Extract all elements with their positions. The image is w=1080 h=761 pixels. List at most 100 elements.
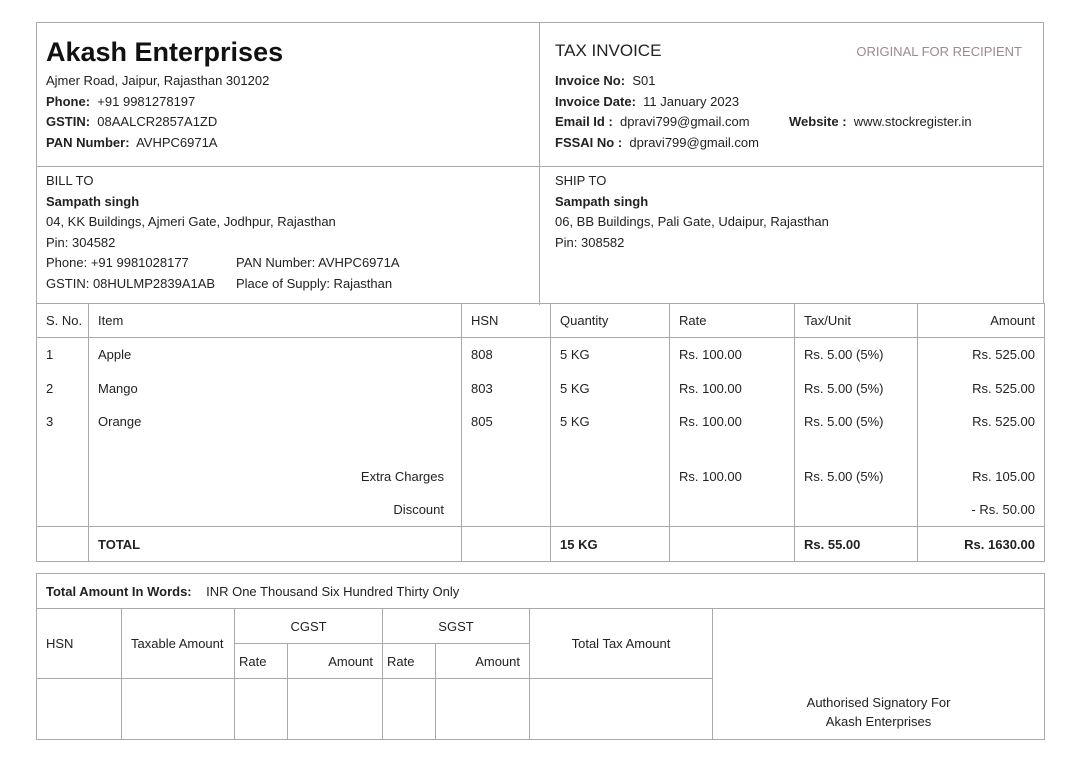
hsn: 805 [461, 404, 551, 439]
invoice-header: Akash Enterprises Ajmer Road, Jaipur, Ra… [36, 22, 1044, 305]
seller-address: Ajmer Road, Jaipur, Rajasthan 301202 [46, 73, 270, 88]
items-table: S. No. Item HSN Quantity Rate Tax/Unit A… [36, 303, 1045, 562]
tax-summary-row [36, 678, 1045, 740]
invoice-meta: TAX INVOICE ORIGINAL FOR RECIPIENT Invoi… [546, 41, 1044, 153]
bill-to-phone: Phone: +91 9981028177 [46, 255, 189, 270]
discount-label: Discount [88, 493, 462, 527]
invoice-date-label: Invoice Date: [555, 93, 636, 109]
item: Mango [88, 371, 462, 405]
item: Orange [88, 404, 462, 439]
tax-summary-table: Total Amount In Words: INR One Thousand … [35, 573, 1046, 740]
col-sno: S. No. [36, 303, 89, 338]
total-tax: Rs. 55.00 [794, 526, 918, 562]
seller-gstin: 08AALCR2857A1ZD [97, 114, 218, 129]
amount: Rs. 525.00 [917, 337, 1045, 372]
invoice-no-label: Invoice No: [555, 73, 626, 88]
table-row: 1 Apple 808 5 KG Rs. 100.00 Rs. 5.00 (5%) Rs. … [36, 337, 1045, 372]
hsn-header: HSN [36, 608, 122, 679]
sgst-amount-header: Amount [435, 643, 530, 679]
amount-in-words: Total Amount In Words: INR One Thousand … [35, 573, 1046, 609]
table-row: 3 Orange 805 5 KG Rs. 100.00 Rs. 5.00 (5%) Rs.… [36, 404, 1045, 439]
hsn: 803 [461, 371, 551, 405]
col-tax: Tax/Unit [794, 303, 918, 338]
table-row: 2 Mango 803 5 KG Rs. 100.00 Rs. 5.00 (5%) Rs. … [36, 371, 1045, 405]
total-tax-header: Total Tax Amount [529, 608, 713, 679]
tax: Rs. 5.00 (5%) [794, 371, 918, 405]
items-header-row: S. No. Item HSN Quantity Rate Tax/Unit A… [36, 303, 1045, 338]
col-rate: Rate [669, 303, 795, 338]
phone-label: Phone: [46, 93, 91, 109]
signatory: Authorised Signatory For Akash Enterpris… [711, 608, 1046, 740]
taxable-amount-header: Taxable Amount [121, 608, 235, 679]
total-row: TOTAL 15 KG Rs. 55.00 Rs. 1630.00 [36, 526, 1045, 562]
ship-to-address: 06, BB Buildings, Pali Gate, Udaipur, Ra… [555, 214, 829, 229]
col-quantity: Quantity [550, 303, 670, 338]
sno: 1 [36, 337, 89, 372]
sgst-header: SGST [382, 608, 530, 644]
extra-charges-row: Extra Charges Rs. 100.00 Rs. 5.00 (5%) Rs. … [36, 459, 1045, 494]
signatory-line2: Akash Enterprises [825, 714, 932, 729]
extra-charges-label: Extra Charges [88, 459, 462, 494]
invoice-no: S01 [632, 73, 656, 88]
bill-to-pan: PAN Number: AVHPC6971A [236, 255, 400, 270]
signatory-line1: Authorised Signatory For [806, 695, 951, 710]
quantity: 5 KG [550, 404, 670, 439]
seller-block: Akash Enterprises Ajmer Road, Jaipur, Ra… [37, 35, 292, 153]
ship-to: SHIP TO Sampath singh 06, BB Buildings, … [546, 171, 838, 253]
copy-label: ORIGINAL FOR RECIPIENT [856, 44, 1022, 59]
email-label: Email Id : [555, 114, 613, 129]
email: dpravi799@gmail.com [620, 114, 750, 129]
discount-amount: - Rs. 50.00 [917, 493, 1045, 527]
extra-amount: Rs. 105.00 [917, 459, 1045, 494]
seller-pan: AVHPC6971A [136, 134, 218, 150]
bill-to-gstin: GSTIN: 08HULMP2839A1AB [46, 275, 216, 291]
cgst-header: CGST [234, 608, 383, 644]
cgst-rate-header: Rate [234, 643, 288, 679]
bill-to: BILL TO Sampath singh 04, KK Buildings, … [37, 171, 400, 294]
ship-to-name: Sampath singh [555, 193, 649, 209]
invoice-title: TAX INVOICE [555, 41, 662, 60]
pan-label: PAN Number: [46, 134, 130, 150]
rate: Rs. 100.00 [669, 404, 795, 439]
rate: Rs. 100.00 [669, 371, 795, 405]
discount-row: Discount - Rs. 50.00 [36, 493, 1045, 527]
amount: Rs. 525.00 [917, 371, 1045, 405]
quantity: 5 KG [550, 337, 670, 372]
ship-to-pin: Pin: 308582 [555, 234, 625, 250]
seller-name: Akash Enterprises [46, 37, 284, 67]
col-amount: Amount [917, 303, 1045, 338]
words-label: Total Amount In Words: [46, 583, 192, 599]
sgst-rate-header: Rate [382, 643, 436, 679]
quantity: 5 KG [550, 371, 670, 405]
tax: Rs. 5.00 (5%) [794, 337, 918, 372]
fssai-label: FSSAI No : [555, 134, 623, 150]
place-of-supply: Place of Supply: Rajasthan [236, 275, 393, 291]
total-amount: Rs. 1630.00 [917, 526, 1045, 562]
words-value: INR One Thousand Six Hundred Thirty Only [206, 583, 460, 599]
seller-phone: +91 9981278197 [97, 93, 196, 109]
extra-tax: Rs. 5.00 (5%) [794, 459, 918, 494]
total-quantity: 15 KG [550, 526, 670, 562]
fssai: dpravi799@gmail.com [629, 134, 759, 150]
bill-to-name: Sampath singh [46, 193, 140, 209]
col-item: Item [88, 303, 462, 338]
rate: Rs. 100.00 [669, 337, 795, 372]
website: www.stockregister.in [853, 114, 972, 129]
item: Apple [88, 337, 462, 372]
extra-rate: Rs. 100.00 [669, 459, 795, 494]
total-label: TOTAL [88, 526, 462, 562]
ship-to-heading: SHIP TO [555, 173, 607, 188]
tax: Rs. 5.00 (5%) [794, 404, 918, 439]
sno: 2 [36, 371, 89, 405]
hsn: 808 [461, 337, 551, 372]
invoice-date: 11 January 2023 [643, 93, 740, 109]
bill-to-pin: Pin: 304582 [46, 234, 116, 250]
cgst-amount-header: Amount [287, 643, 383, 679]
website-label: Website : [789, 114, 847, 129]
bill-to-address: 04, KK Buildings, Ajmeri Gate, Jodhpur, … [46, 214, 336, 229]
col-hsn: HSN [461, 303, 551, 338]
amount: Rs. 525.00 [917, 404, 1045, 439]
sno: 3 [36, 404, 89, 439]
gstin-label: GSTIN: [46, 114, 91, 129]
bill-to-heading: BILL TO [46, 173, 94, 188]
